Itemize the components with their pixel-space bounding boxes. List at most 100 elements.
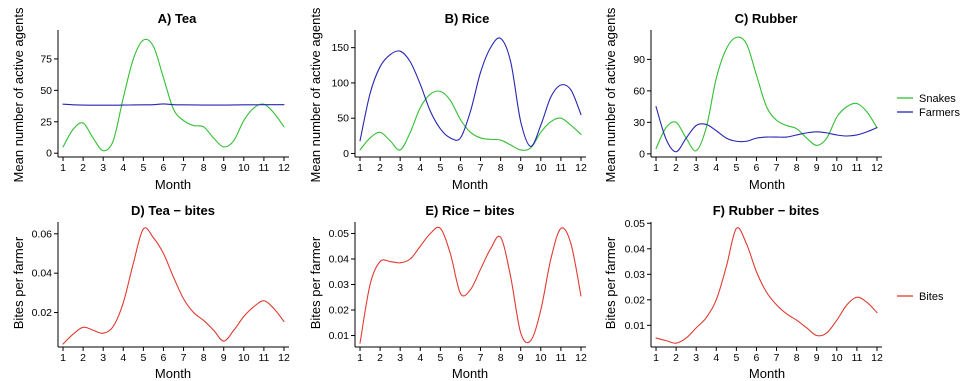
x-axis-label: Month xyxy=(452,366,488,381)
y-axis-label: Mean number of active agents xyxy=(308,7,323,182)
x-tick-label: 9 xyxy=(221,352,227,364)
panel-title: F) Rubber − bites xyxy=(713,203,820,218)
x-tick-label: 11 xyxy=(555,162,566,174)
x-tick-label: 12 xyxy=(871,352,883,364)
x-tick-label: 10 xyxy=(238,352,250,364)
y-tick-label: 0.05 xyxy=(329,228,350,240)
y-tick-label: 90 xyxy=(633,54,645,66)
x-tick-label: 1 xyxy=(357,162,363,174)
x-tick-label: 7 xyxy=(181,162,187,174)
y-tick-label: 150 xyxy=(331,42,349,54)
y-tick-label: 0.06 xyxy=(32,228,53,240)
x-tick-label: 3 xyxy=(693,162,699,174)
x-tick-label: 3 xyxy=(100,162,106,174)
x-tick-label: 12 xyxy=(278,162,290,174)
y-tick-label: 0.04 xyxy=(32,268,53,280)
panel-title: B) Rice xyxy=(445,11,490,26)
x-tick-label: 9 xyxy=(814,162,820,174)
panel-title: C) Rubber xyxy=(735,11,798,26)
x-tick-label: 12 xyxy=(575,162,587,174)
x-tick-label: 1 xyxy=(357,352,363,364)
x-tick-label: 2 xyxy=(377,352,383,364)
x-tick-label: 5 xyxy=(733,352,739,364)
x-tick-label: 2 xyxy=(80,352,86,364)
y-tick-label: 0.04 xyxy=(625,243,646,255)
y-tick-label: 60 xyxy=(633,85,645,97)
series-line-farmers xyxy=(62,103,285,106)
legend-label-farmers: Farmers xyxy=(919,107,960,119)
y-axis-label: Bites per farmer xyxy=(603,236,618,329)
x-tick-label: 8 xyxy=(498,162,504,174)
x-tick-label: 3 xyxy=(397,352,403,364)
x-tick-label: 11 xyxy=(851,162,862,174)
y-tick-label: 25 xyxy=(40,116,52,128)
x-tick-label: 10 xyxy=(238,162,250,174)
x-tick-label: 3 xyxy=(397,162,403,174)
x-tick-label: 9 xyxy=(814,352,820,364)
series-line-snakes xyxy=(655,36,878,152)
x-tick-label: 4 xyxy=(417,352,423,364)
x-tick-label: 7 xyxy=(478,162,484,174)
x-tick-label: 7 xyxy=(478,352,484,364)
x-axis-label: Month xyxy=(155,366,191,381)
x-tick-label: 1 xyxy=(60,352,66,364)
legend-bites: Bites xyxy=(897,291,944,303)
y-tick-label: 0 xyxy=(46,148,52,160)
x-tick-label: 6 xyxy=(161,352,167,364)
legend-agents: Snakes Farmers xyxy=(897,93,960,119)
x-tick-label: 11 xyxy=(258,352,269,364)
y-tick-label: 0 xyxy=(639,148,645,160)
x-tick-label: 10 xyxy=(831,162,843,174)
y-tick-label: 0.04 xyxy=(329,253,350,265)
x-tick-label: 8 xyxy=(794,352,800,364)
x-tick-label: 4 xyxy=(713,352,719,364)
x-tick-label: 6 xyxy=(754,352,760,364)
x-tick-label: 1 xyxy=(60,162,66,174)
x-tick-label: 5 xyxy=(140,162,146,174)
x-tick-label: 2 xyxy=(377,162,383,174)
x-tick-label: 4 xyxy=(417,162,423,174)
x-tick-label: 8 xyxy=(201,352,207,364)
y-tick-label: 0.01 xyxy=(625,320,646,332)
legend-label-bites: Bites xyxy=(919,291,944,303)
y-tick-label: 0.03 xyxy=(329,279,350,291)
y-tick-label: 0.01 xyxy=(329,330,350,342)
series-line-farmers xyxy=(655,106,878,153)
x-tick-label: 8 xyxy=(794,162,800,174)
y-axis-label: Bites per farmer xyxy=(308,236,323,329)
x-tick-label: 3 xyxy=(693,352,699,364)
y-tick-label: 0.02 xyxy=(329,305,350,317)
x-tick-label: 8 xyxy=(201,162,207,174)
x-tick-label: 11 xyxy=(851,352,862,364)
y-axis-label: Mean number of active agents xyxy=(11,7,26,182)
series-line-bites xyxy=(62,227,285,345)
x-tick-label: 7 xyxy=(181,352,187,364)
x-tick-label: 10 xyxy=(831,352,843,364)
x-tick-label: 6 xyxy=(458,162,464,174)
x-tick-label: 4 xyxy=(713,162,719,174)
x-tick-label: 5 xyxy=(140,352,146,364)
x-tick-label: 3 xyxy=(100,352,106,364)
x-tick-label: 1 xyxy=(653,162,659,174)
y-tick-label: 0.02 xyxy=(625,294,646,306)
x-tick-label: 7 xyxy=(774,352,780,364)
x-tick-label: 8 xyxy=(498,352,504,364)
y-tick-label: 75 xyxy=(40,53,52,65)
x-tick-label: 2 xyxy=(673,162,679,174)
x-tick-label: 6 xyxy=(458,352,464,364)
x-tick-label: 2 xyxy=(673,352,679,364)
x-tick-label: 9 xyxy=(221,162,227,174)
x-tick-label: 12 xyxy=(278,352,290,364)
y-tick-label: 50 xyxy=(337,113,349,125)
x-tick-label: 5 xyxy=(733,162,739,174)
y-tick-label: 50 xyxy=(40,85,52,97)
y-tick-label: 0.02 xyxy=(32,307,53,319)
y-tick-label: 30 xyxy=(633,117,645,129)
series-line-farmers xyxy=(359,37,582,147)
